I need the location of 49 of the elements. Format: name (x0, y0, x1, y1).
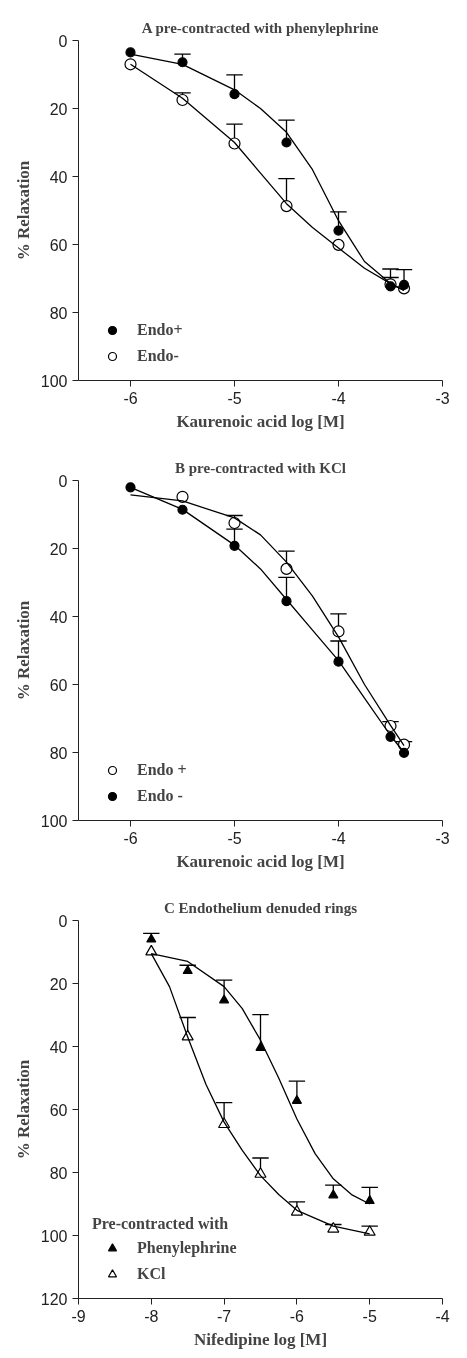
y-tick-label: 80 (49, 744, 68, 762)
x-tick-label: -9 (71, 1307, 86, 1325)
y-tick-label: 60 (49, 1101, 68, 1119)
y-tick-label: 40 (49, 1038, 68, 1056)
legend-label: Endo - (137, 787, 183, 805)
legend-label: Phenylephrine (137, 1239, 237, 1257)
x-tick-label: -6 (289, 1307, 305, 1325)
legend-label: Endo + (137, 761, 187, 779)
x-tick-label: -4 (331, 829, 346, 847)
x-axis-title: Nifedipine log [M] (193, 1329, 328, 1349)
y-tick-label: 100 (40, 372, 68, 390)
y-tick-label: 0 (58, 472, 68, 490)
chart-title: C Endothelium denuded rings (164, 899, 358, 916)
y-tick-label: 60 (49, 676, 68, 694)
x-axis-title: Kaurenoic acid log [M] (176, 411, 345, 431)
y-tick-label: 100 (40, 812, 68, 830)
x-axis-title: Kaurenoic acid log [M] (176, 851, 345, 871)
y-tick-label: 80 (49, 1164, 68, 1182)
legend-title: Pre-contracted with (92, 1215, 230, 1233)
y-tick-label: 20 (49, 100, 68, 118)
y-tick-label: 100 (40, 1227, 68, 1245)
x-tick-label: -4 (331, 389, 346, 407)
chart-title: B pre-contracted with KCl (175, 459, 346, 476)
y-axis-title: % Relaxation (13, 600, 33, 701)
y-tick-label: 80 (49, 304, 68, 322)
y-axis-title: % Relaxation (13, 1059, 33, 1160)
x-tick-label: -7 (216, 1307, 232, 1325)
y-tick-label: 0 (58, 32, 68, 50)
x-tick-label: -4 (435, 1307, 450, 1325)
x-tick-label: -5 (362, 1307, 377, 1325)
y-tick-label: 0 (58, 912, 68, 930)
y-tick-label: 40 (49, 168, 68, 186)
legend-label: Endo- (137, 347, 179, 365)
y-axis-title: % Relaxation (13, 160, 33, 261)
y-tick-label: 20 (49, 540, 68, 558)
x-tick-label: -5 (227, 389, 242, 407)
x-tick-label: -5 (227, 829, 242, 847)
y-tick-label: 20 (49, 975, 68, 993)
x-tick-label: -8 (144, 1307, 159, 1325)
x-tick-label: -3 (435, 829, 450, 847)
x-tick-label: -6 (123, 829, 138, 847)
x-tick-label: -6 (123, 389, 138, 407)
x-tick-label: -3 (435, 389, 450, 407)
legend-label: Endo+ (137, 321, 183, 339)
chart-title: A pre-contracted with phenylephrine (141, 19, 379, 36)
y-tick-label: 120 (40, 1290, 68, 1308)
y-tick-label: 40 (49, 608, 68, 626)
legend-label: KCl (137, 1265, 166, 1283)
y-tick-label: 60 (49, 236, 68, 254)
